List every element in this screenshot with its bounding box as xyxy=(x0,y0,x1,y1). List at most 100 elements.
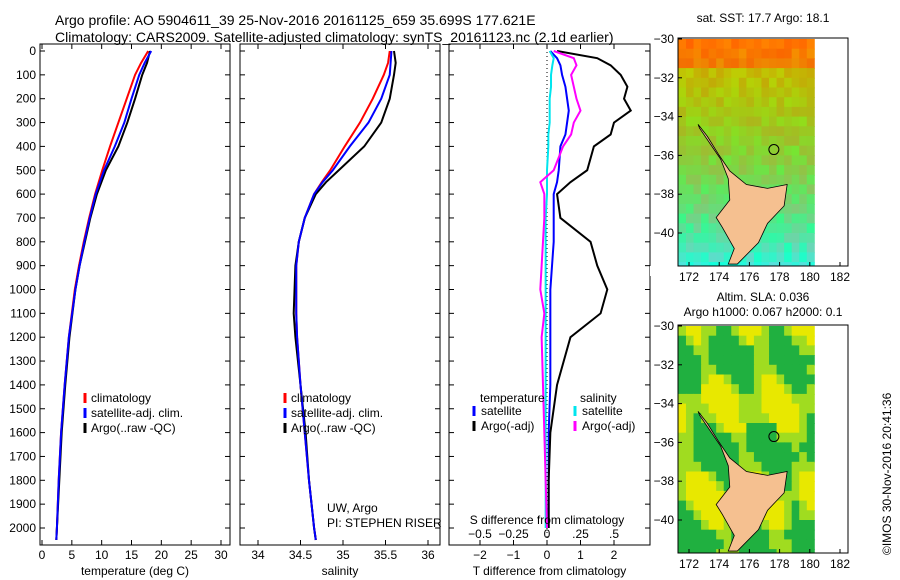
map-cell xyxy=(746,442,755,453)
map-cell xyxy=(806,116,815,128)
map-cell xyxy=(693,48,702,60)
map-cell xyxy=(738,262,747,266)
map-cell xyxy=(685,116,694,128)
map-cell xyxy=(723,136,732,147)
map-cell xyxy=(685,384,694,395)
map-cell xyxy=(776,423,785,434)
map-cell xyxy=(791,106,800,118)
map-cell xyxy=(776,442,785,453)
y-tick-label: 1600 xyxy=(9,426,36,440)
map-cell xyxy=(761,233,770,244)
map-cell xyxy=(723,423,732,434)
map-cell xyxy=(753,48,762,60)
map-cell xyxy=(776,262,785,266)
map-cell xyxy=(701,520,710,531)
map-cell xyxy=(723,174,732,186)
map-cell xyxy=(738,413,747,424)
map-cell xyxy=(799,165,808,176)
map-cell xyxy=(791,48,800,60)
map-x-tick-label: 182 xyxy=(830,557,850,571)
map-x-tick-label: 180 xyxy=(800,557,820,571)
map-cell xyxy=(731,452,740,463)
map-cell xyxy=(731,106,740,118)
map-cell xyxy=(806,97,815,108)
map-cell xyxy=(731,326,740,337)
map-cell xyxy=(784,335,793,347)
map-cell xyxy=(716,374,725,385)
map-cell xyxy=(708,77,717,89)
map-cell xyxy=(723,155,732,166)
map-cell xyxy=(791,39,800,50)
map-cell xyxy=(799,442,808,453)
map-x-tick-label: 174 xyxy=(709,557,729,571)
map-cell xyxy=(678,252,687,263)
x-tick-label: 5 xyxy=(68,548,75,562)
argo-position-marker xyxy=(768,144,780,156)
map-cell xyxy=(738,355,747,366)
map-cell xyxy=(738,432,747,444)
map-cell xyxy=(746,39,755,50)
map-cell xyxy=(784,403,793,415)
map-cell xyxy=(723,194,732,205)
map-cell xyxy=(769,403,778,415)
panel-1-frame xyxy=(39,43,231,546)
map-cell xyxy=(791,223,800,234)
map-cell xyxy=(761,262,770,266)
map-cell xyxy=(753,461,762,473)
map-cell xyxy=(738,145,747,157)
map-cell xyxy=(685,58,694,69)
map-cell xyxy=(716,77,725,89)
map-cell xyxy=(746,174,755,186)
map-cell xyxy=(701,136,710,147)
land-new-zealand xyxy=(697,124,788,265)
map-cell xyxy=(723,184,732,195)
map-cell xyxy=(738,423,747,434)
x-tick-label: 35 xyxy=(336,548,350,562)
map-cell xyxy=(746,452,755,463)
map-cell xyxy=(738,126,747,137)
map-cell xyxy=(716,539,725,550)
map-cell xyxy=(746,432,755,444)
map-cell xyxy=(761,116,770,128)
map-cell xyxy=(761,58,770,69)
map-cell xyxy=(806,39,815,50)
map-cell xyxy=(708,510,717,521)
map-cell xyxy=(776,500,785,512)
map-y-tick-label: −36 xyxy=(654,148,675,162)
map-cell xyxy=(746,539,755,550)
map-cell xyxy=(738,384,747,395)
map-cell xyxy=(716,481,725,492)
map-cell xyxy=(791,403,800,415)
map-cell xyxy=(776,335,785,347)
map-cell xyxy=(685,223,694,234)
map-cell xyxy=(693,194,702,205)
map-cell xyxy=(678,136,687,147)
map-cell xyxy=(769,549,778,553)
map-cell xyxy=(708,194,717,205)
map-cell xyxy=(716,136,725,147)
map-cell xyxy=(769,126,778,137)
map-cell xyxy=(806,242,815,254)
map-cell xyxy=(799,345,808,356)
map-cell xyxy=(784,423,793,434)
map-cell xyxy=(685,481,694,492)
map-cell xyxy=(708,58,717,69)
map-cell xyxy=(678,203,687,215)
map-cell xyxy=(693,500,702,512)
map-cell xyxy=(716,364,725,376)
map-cell xyxy=(769,97,778,108)
map-cell xyxy=(731,58,740,69)
map-cell xyxy=(761,145,770,157)
map-cell xyxy=(784,77,793,89)
map-x-tick-label: 172 xyxy=(679,270,699,284)
map-cell xyxy=(799,384,808,395)
map-cell xyxy=(678,500,687,512)
map-cell xyxy=(708,500,717,512)
map-cell xyxy=(678,155,687,166)
map-cell xyxy=(799,510,808,521)
map-cell xyxy=(678,432,687,444)
t-argo-line xyxy=(547,50,633,528)
map-cell xyxy=(731,413,740,424)
map-cell xyxy=(723,48,732,60)
map-cell xyxy=(708,413,717,424)
